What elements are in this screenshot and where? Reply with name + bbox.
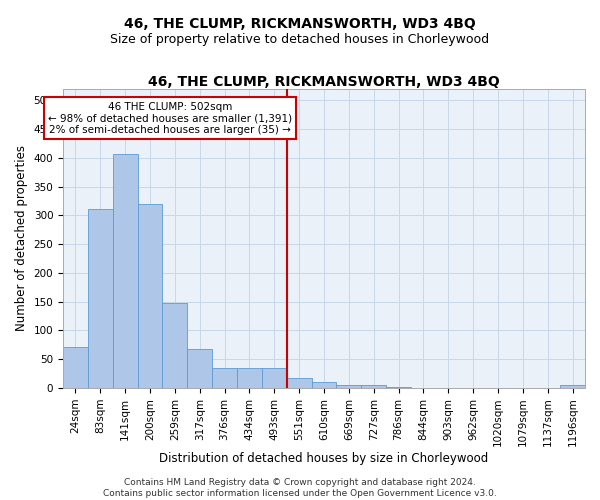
Bar xyxy=(386,387,411,388)
Y-axis label: Number of detached properties: Number of detached properties xyxy=(15,146,28,332)
Bar xyxy=(262,368,287,388)
Bar xyxy=(88,209,113,388)
Bar xyxy=(287,378,311,388)
Bar xyxy=(187,349,212,388)
Bar xyxy=(212,368,237,388)
Text: 46, THE CLUMP, RICKMANSWORTH, WD3 4BQ: 46, THE CLUMP, RICKMANSWORTH, WD3 4BQ xyxy=(124,18,476,32)
Bar xyxy=(137,204,163,388)
Bar xyxy=(560,385,585,388)
Bar xyxy=(237,368,262,388)
Text: Size of property relative to detached houses in Chorleywood: Size of property relative to detached ho… xyxy=(110,32,490,46)
Bar xyxy=(337,385,361,388)
Title: 46, THE CLUMP, RICKMANSWORTH, WD3 4BQ: 46, THE CLUMP, RICKMANSWORTH, WD3 4BQ xyxy=(148,75,500,89)
Text: Contains HM Land Registry data © Crown copyright and database right 2024.
Contai: Contains HM Land Registry data © Crown c… xyxy=(103,478,497,498)
Text: 46 THE CLUMP: 502sqm
← 98% of detached houses are smaller (1,391)
2% of semi-det: 46 THE CLUMP: 502sqm ← 98% of detached h… xyxy=(48,102,292,135)
Bar xyxy=(63,346,88,388)
Bar xyxy=(361,384,386,388)
Bar xyxy=(113,154,137,388)
Bar xyxy=(163,304,187,388)
Bar xyxy=(311,382,337,388)
X-axis label: Distribution of detached houses by size in Chorleywood: Distribution of detached houses by size … xyxy=(160,452,488,465)
